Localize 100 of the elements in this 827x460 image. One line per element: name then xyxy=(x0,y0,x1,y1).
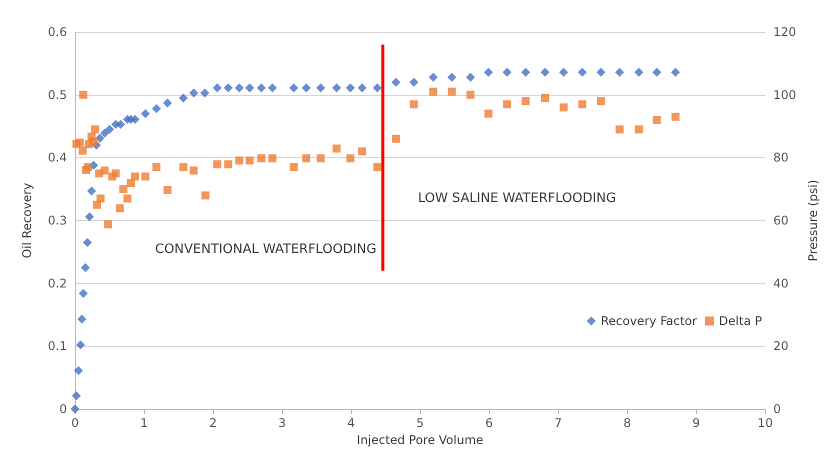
point xyxy=(162,98,172,108)
y2-axis-title: Pressure (psi) xyxy=(806,180,820,262)
point xyxy=(74,366,83,376)
point xyxy=(84,212,94,222)
point xyxy=(521,68,530,77)
point xyxy=(76,138,84,147)
point xyxy=(541,94,550,102)
x-axis-title: Injected Pore Volume xyxy=(356,432,484,447)
point xyxy=(332,83,342,92)
y-tick-label: 0.1 xyxy=(48,339,67,354)
point xyxy=(179,163,188,172)
point xyxy=(559,68,568,77)
point xyxy=(257,154,266,162)
point xyxy=(268,154,276,162)
point xyxy=(447,72,456,82)
point xyxy=(72,391,81,400)
point xyxy=(76,340,86,350)
point xyxy=(224,160,232,168)
y2-tick-label: 20 xyxy=(773,339,788,354)
point xyxy=(596,97,605,106)
point xyxy=(100,128,110,138)
point xyxy=(82,238,92,247)
point xyxy=(112,169,120,178)
point xyxy=(316,154,325,162)
point xyxy=(201,191,210,200)
point xyxy=(116,120,126,129)
point xyxy=(91,125,100,134)
point xyxy=(429,88,438,96)
y-tick-label: 0.2 xyxy=(48,276,67,290)
point xyxy=(634,68,644,77)
point xyxy=(615,68,624,77)
point xyxy=(140,109,150,118)
point xyxy=(245,83,254,92)
point xyxy=(131,172,140,181)
point xyxy=(358,147,366,156)
point xyxy=(116,204,124,212)
point xyxy=(358,83,367,92)
y-tick-label: 0.6 xyxy=(48,25,67,39)
point xyxy=(578,100,586,108)
x-tick-label: 10 xyxy=(758,416,773,430)
y2-tick-label: 100 xyxy=(773,88,796,102)
point xyxy=(316,83,326,92)
point xyxy=(80,263,90,272)
point xyxy=(123,194,132,203)
point xyxy=(302,154,310,162)
x-tick-label: 9 xyxy=(692,416,700,430)
point xyxy=(77,314,86,324)
y-tick-label: 0.4 xyxy=(48,150,67,165)
point xyxy=(163,186,172,194)
y-tick-label: 0 xyxy=(59,402,67,416)
point xyxy=(596,68,606,77)
point xyxy=(484,110,492,118)
point xyxy=(346,154,354,162)
point xyxy=(130,114,140,124)
point xyxy=(392,134,400,143)
point xyxy=(448,88,456,96)
x-tick-label: 7 xyxy=(554,416,562,430)
y2-tick-label: 120 xyxy=(773,25,796,39)
x-tick-label: 8 xyxy=(623,416,631,430)
point xyxy=(484,68,493,77)
point xyxy=(95,134,104,143)
point xyxy=(152,163,160,172)
point xyxy=(652,116,661,124)
point xyxy=(502,68,512,77)
x-tick-label: 5 xyxy=(416,416,424,430)
point xyxy=(578,68,587,77)
annotation: CONVENTIONAL WATERFLOODING xyxy=(155,242,376,257)
point xyxy=(152,104,161,114)
point xyxy=(119,185,128,194)
point xyxy=(616,125,624,134)
point xyxy=(634,125,643,134)
point xyxy=(256,83,266,92)
point xyxy=(126,179,135,188)
point xyxy=(224,83,233,92)
point xyxy=(671,112,680,121)
legend-label: Delta P xyxy=(718,314,762,328)
point xyxy=(522,97,530,106)
point xyxy=(84,163,92,172)
point xyxy=(652,68,662,77)
point xyxy=(428,72,438,82)
point xyxy=(213,160,222,168)
point xyxy=(466,90,474,99)
point xyxy=(78,288,88,298)
y2-tick-label: 80 xyxy=(773,150,788,165)
x-tick-label: 0 xyxy=(71,416,79,430)
y2-tick-label: 40 xyxy=(773,276,788,290)
point xyxy=(372,83,382,92)
y-tick-label: 0.3 xyxy=(48,214,67,228)
point xyxy=(670,68,680,77)
point xyxy=(78,146,87,155)
point xyxy=(290,163,298,172)
point xyxy=(346,83,355,92)
x-tick-label: 6 xyxy=(485,416,493,430)
y-axis-title: Oil Recovery xyxy=(20,182,34,258)
x-tick-label: 3 xyxy=(278,416,286,430)
point xyxy=(560,103,568,112)
point xyxy=(373,163,382,172)
point xyxy=(104,220,112,228)
point xyxy=(87,186,96,196)
x-tick-label: 4 xyxy=(347,416,355,430)
